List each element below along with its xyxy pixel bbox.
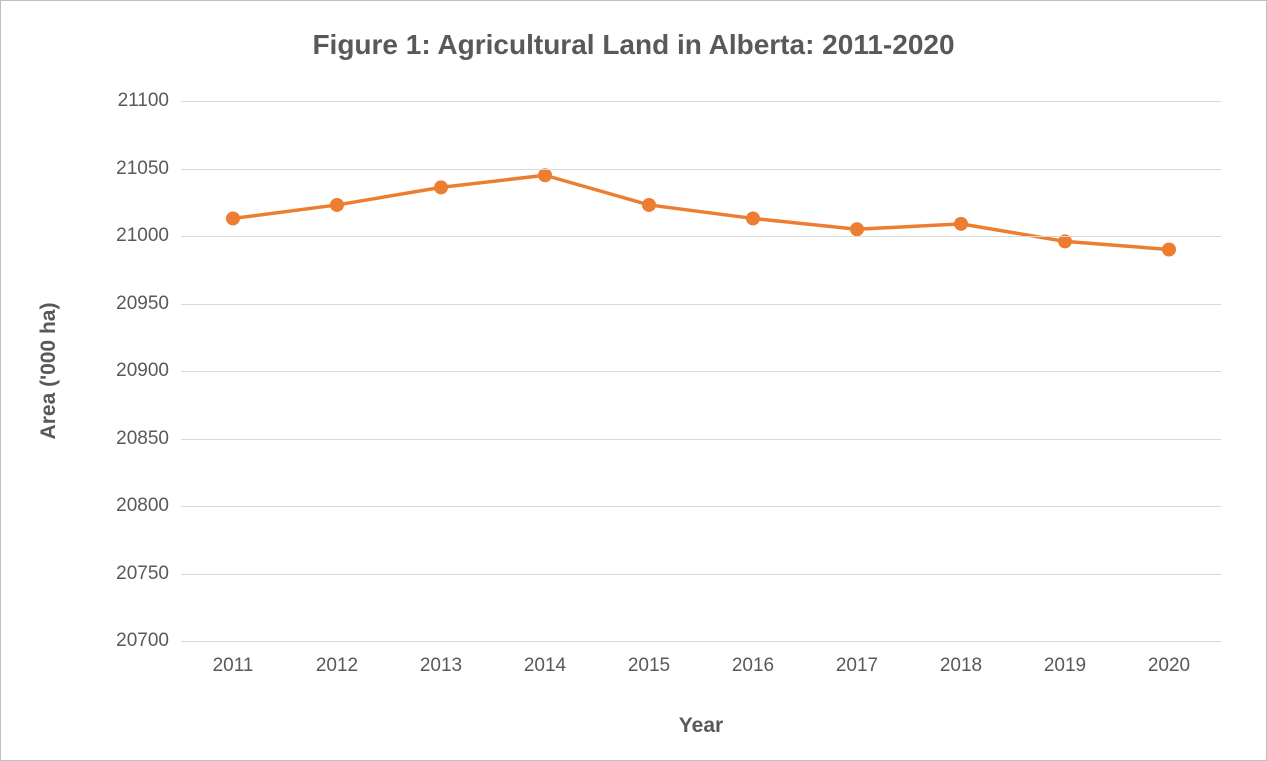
x-tick-label: 2013 bbox=[420, 655, 462, 677]
x-tick-label: 2018 bbox=[940, 655, 982, 677]
gridline bbox=[181, 236, 1221, 237]
series-line bbox=[233, 175, 1169, 249]
data-point bbox=[850, 222, 864, 236]
y-axis-title: Area ('000 ha) bbox=[37, 303, 61, 440]
data-point bbox=[330, 198, 344, 212]
data-point bbox=[954, 217, 968, 231]
x-axis-title: Year bbox=[679, 714, 723, 738]
data-point bbox=[434, 180, 448, 194]
y-tick-label: 20950 bbox=[116, 293, 169, 315]
data-point bbox=[226, 211, 240, 225]
x-tick-label: 2017 bbox=[836, 655, 878, 677]
y-tick-label: 21000 bbox=[116, 225, 169, 247]
gridline bbox=[181, 371, 1221, 372]
x-tick-label: 2016 bbox=[732, 655, 774, 677]
y-tick-label: 20700 bbox=[116, 630, 169, 652]
gridline bbox=[181, 304, 1221, 305]
gridline bbox=[181, 169, 1221, 170]
gridline bbox=[181, 101, 1221, 102]
chart-container: Figure 1: Agricultural Land in Alberta: … bbox=[0, 0, 1267, 761]
y-tick-label: 20900 bbox=[116, 360, 169, 382]
data-point bbox=[642, 198, 656, 212]
x-tick-label: 2014 bbox=[524, 655, 566, 677]
plot-area: 2070020750208002085020900209502100021050… bbox=[181, 101, 1221, 641]
data-point bbox=[746, 211, 760, 225]
x-tick-label: 2011 bbox=[213, 655, 254, 677]
x-tick-label: 2015 bbox=[628, 655, 670, 677]
y-tick-label: 21050 bbox=[116, 158, 169, 180]
x-tick-label: 2019 bbox=[1044, 655, 1086, 677]
y-tick-label: 20800 bbox=[116, 495, 169, 517]
data-point bbox=[538, 168, 552, 182]
gridline bbox=[181, 439, 1221, 440]
y-tick-label: 20750 bbox=[116, 563, 169, 585]
chart-title: Figure 1: Agricultural Land in Alberta: … bbox=[1, 29, 1266, 61]
y-tick-label: 20850 bbox=[116, 428, 169, 450]
gridline bbox=[181, 506, 1221, 507]
x-tick-label: 2012 bbox=[316, 655, 358, 677]
data-point bbox=[1162, 243, 1176, 257]
x-tick-label: 2020 bbox=[1148, 655, 1190, 677]
gridline bbox=[181, 574, 1221, 575]
y-tick-label: 21100 bbox=[118, 90, 169, 112]
gridline bbox=[181, 641, 1221, 642]
